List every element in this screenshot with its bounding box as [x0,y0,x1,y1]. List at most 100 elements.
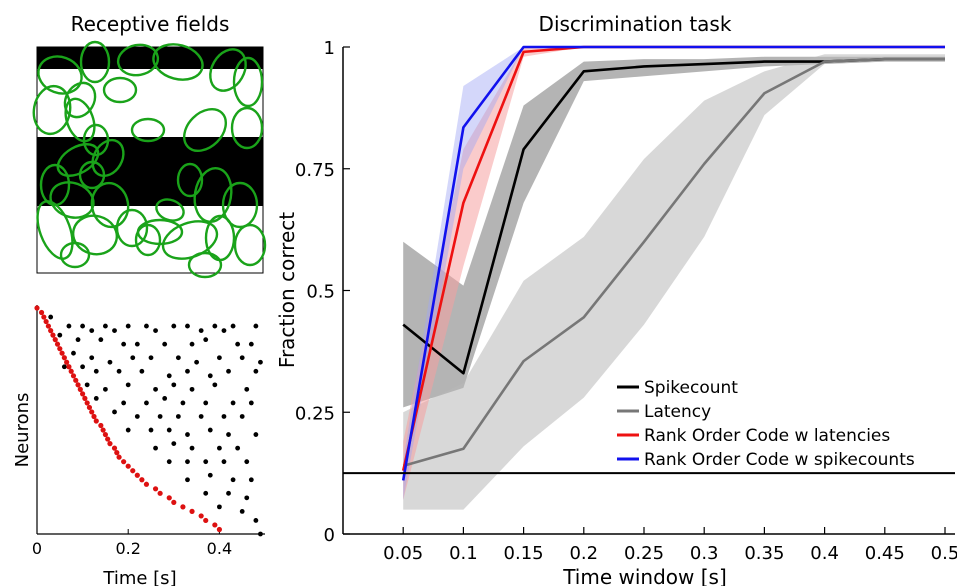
spike-dot [230,400,236,406]
first-spike-dot [93,418,99,424]
main-title: Discrimination task [539,12,732,36]
receptive-field-ellipse [183,108,227,152]
spike-dot [253,368,259,374]
main-y-ticks: 0 0.25 0.5 0.75 1 [295,38,350,546]
first-spike-dot [130,468,136,474]
spike-dot [103,386,108,392]
spike-dot [134,414,140,419]
first-spike-dot [102,431,108,438]
spike-dot [221,459,227,465]
spike-dot [189,445,195,451]
rf-ellipses [32,40,267,279]
spike-dot [153,445,158,451]
x-tick-label: 0.2 [569,543,598,564]
receptive-field-ellipse [91,138,125,178]
spike-dot [80,364,85,370]
first-spike-dot [139,477,145,483]
first-spike-dot [125,463,131,469]
receptive-field-ellipse [115,208,149,248]
first-spike-dot [216,526,222,533]
spike-dot [144,400,149,406]
spike-dot [217,504,222,510]
raster-x-tick-label: 0.4 [207,539,232,558]
first-spike-dot [203,517,209,524]
first-spike-dot [68,368,74,374]
spike-dot [93,396,99,401]
legend: Spikecount Latency Rank Order Code w laten… [617,378,915,470]
spike-dot [207,427,213,433]
spike-dot [212,323,218,329]
spike-dot [116,368,122,374]
first-spike-dot [48,328,54,334]
receptive-field-ellipse [152,43,204,81]
first-spike-dot [143,481,150,487]
x-tick-label: 0.15 [504,543,544,564]
main-chart: 0.05 0.1 0.15 0.2 0.25 0.3 0.35 0.4 0.45 0.5 0 0.2… [295,38,957,564]
main-x-label: Time window [s] [562,565,727,586]
spike-dot [244,495,250,501]
spike-dot [162,396,168,401]
main-y-label: Fraction correct [275,212,299,368]
spike-dot [253,518,259,523]
confidence-bands [403,47,945,510]
raster-x-ticks: 0 0.2 0.4 [32,529,232,558]
raster-x-tick-label: 0.2 [115,539,140,558]
x-tick-label: 0.25 [624,543,664,564]
y-tick-label: 1 [324,38,335,59]
receptive-field-ellipse [36,200,74,260]
y-tick-label: 0 [324,525,335,546]
spike-dot [194,359,200,365]
receptive-field-ellipse [136,218,184,246]
x-tick-label: 0.3 [690,543,719,564]
receptive-field-ellipse [187,251,223,279]
spike-dot [125,323,131,329]
x-tick-label: 0.1 [449,543,478,564]
raster-x-label: Time [s] [102,568,176,586]
first-spike-dot [66,364,72,370]
first-spike-dot [89,409,95,415]
spike-dot [171,382,177,388]
first-spike-dot [111,445,118,451]
raster-y-label: Neurons [12,393,33,468]
confidence-band [403,56,945,408]
y-tick-label: 0.25 [295,403,335,424]
spike-dot [171,441,177,446]
first-spike-dot [171,499,177,505]
first-spike-dot [57,346,63,352]
receptive-field-ellipse [221,181,259,229]
first-spike-dot [43,318,49,325]
first-spike-dot [91,413,97,420]
spike-dot [203,490,209,496]
first-spike-dot [73,377,79,383]
spike-dot [207,373,213,379]
spike-dot [239,509,245,514]
first-spike-dot [38,309,45,316]
first-spike-dot [166,495,172,501]
spike-dot [121,400,127,406]
first-spike-dot [212,522,218,528]
first-spike-dot [75,382,81,388]
receptive-field-ellipse [63,81,97,119]
spike-dot [166,373,172,379]
spike-dot [185,477,190,483]
spike-dot [112,328,117,333]
spike-dot [239,414,245,419]
first-spike-dot [84,400,90,406]
spike-dot [93,368,99,374]
spike-dot [226,490,231,496]
first-spike-dot [34,305,40,311]
spike-dot [153,328,158,333]
series-line [401,45,945,481]
spike-dot [66,323,72,329]
spike-dot [207,472,213,478]
spike-dot [235,445,241,451]
spike-dot [75,337,81,343]
receptive-field-ellipse [59,241,91,269]
spike-dot [226,368,231,374]
spike-dot [130,355,136,361]
receptive-field-ellipse [193,167,233,223]
spike-dot [121,341,127,347]
spike-dot [180,400,186,406]
series-line [402,57,945,468]
first-spike-dot [105,436,111,442]
